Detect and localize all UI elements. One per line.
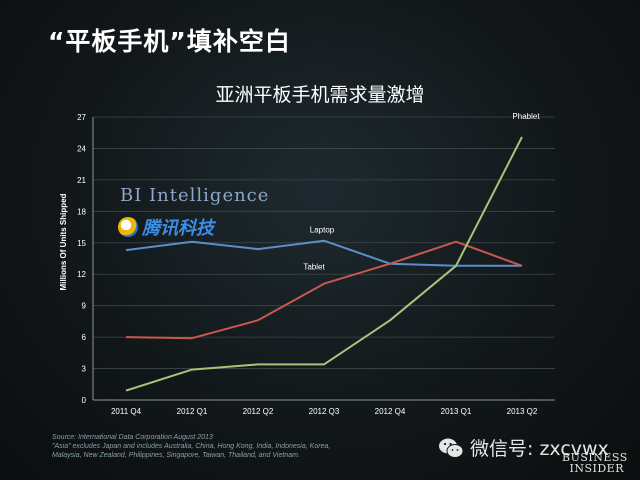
tencent-label: 腾讯科技 bbox=[142, 218, 214, 239]
series-label-phablet: Phablet bbox=[512, 112, 540, 121]
y-tick-label: 24 bbox=[77, 144, 86, 153]
series-line-tablet bbox=[125, 240, 523, 340]
insider-word: INSIDER bbox=[569, 462, 624, 475]
y-tick-label: 18 bbox=[77, 207, 86, 216]
y-tick-label: 0 bbox=[82, 396, 87, 405]
x-tick-label: 2013 Q2 bbox=[507, 407, 538, 416]
x-tick-label: 2012 Q2 bbox=[243, 407, 274, 416]
y-axis-label: Millions Of Units Shipped bbox=[59, 193, 68, 290]
x-tick-label: 2012 Q4 bbox=[375, 407, 406, 416]
source-line-1: Source: International Data Corporation A… bbox=[52, 434, 213, 441]
source-line-2: "Asia" excludes Japan and includes Austr… bbox=[52, 443, 331, 450]
wechat-id-label: 微信号: zxcvwx bbox=[470, 438, 609, 460]
series-label-laptop: Laptop bbox=[310, 226, 335, 235]
y-tick-label: 6 bbox=[82, 333, 87, 342]
y-tick-label: 27 bbox=[77, 113, 86, 122]
slide-title: “平板手机”填补空白 bbox=[48, 27, 291, 56]
x-tick-label: 2012 Q1 bbox=[177, 407, 208, 416]
chart-title: 亚洲平板手机需求量激增 bbox=[215, 84, 425, 106]
y-tick-label: 21 bbox=[77, 176, 86, 185]
y-tick-label: 12 bbox=[77, 270, 86, 279]
y-tick-label: 9 bbox=[82, 302, 87, 311]
wechat-watermark: 微信号: zxcvwx bbox=[438, 434, 609, 461]
series-line-phablet bbox=[125, 136, 523, 392]
x-tick-label: 2011 Q4 bbox=[111, 407, 142, 416]
tencent-watermark: 腾讯科技 bbox=[118, 214, 214, 240]
y-tick-label: 15 bbox=[77, 239, 86, 248]
y-tick-label: 3 bbox=[82, 365, 87, 374]
business-word: BUSINESS bbox=[562, 451, 628, 464]
source-line-3: Malaysia, New Zealand, Philippines, Sing… bbox=[52, 452, 300, 459]
business-insider-logo: BUSINESS INSIDER bbox=[562, 451, 628, 475]
x-tick-label: 2013 Q1 bbox=[441, 407, 472, 416]
series-label-tablet: Tablet bbox=[303, 263, 325, 272]
tencent-logo-icon bbox=[118, 217, 138, 237]
bi-intelligence-watermark: BI Intelligence bbox=[120, 185, 270, 206]
source-note: Source: International Data Corporation A… bbox=[52, 433, 432, 460]
wechat-icon bbox=[439, 438, 464, 458]
x-tick-label: 2012 Q3 bbox=[309, 407, 340, 416]
